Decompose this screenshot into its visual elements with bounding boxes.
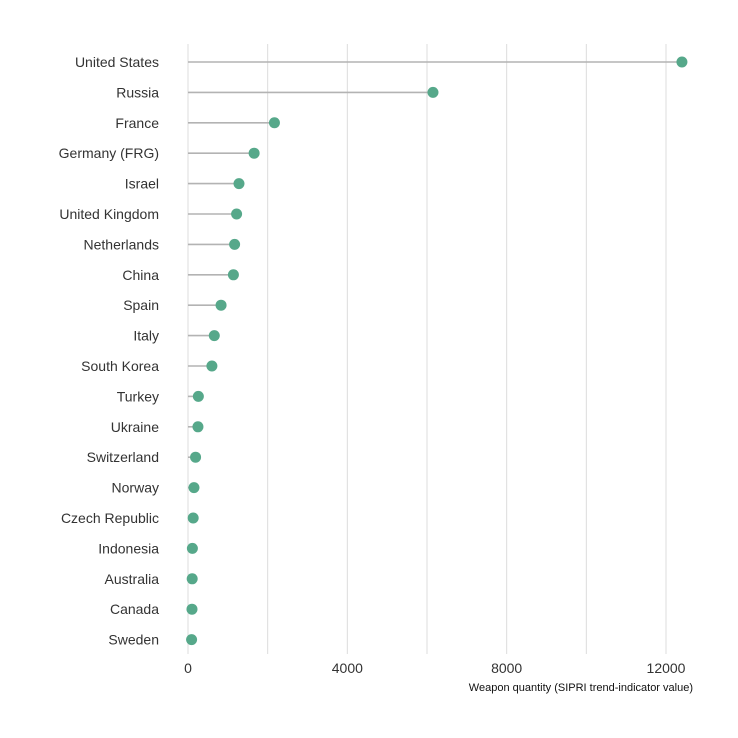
data-point [186,634,198,646]
data-point [233,178,245,190]
stems [188,61,682,641]
category-label: China [122,267,159,283]
category-label: Sweden [108,632,159,648]
data-point [427,86,439,98]
data-point [676,56,688,68]
category-label: Italy [133,328,159,344]
data-point [231,208,243,220]
category-label: Norway [112,480,159,496]
data-point [186,573,198,585]
data-point [192,390,204,402]
data-point [215,299,227,311]
category-label: United Kingdom [59,206,159,222]
category-label: Ukraine [111,419,159,435]
x-tick-label: 0 [184,660,192,676]
data-point [268,117,280,129]
data-point [208,330,220,342]
data-point [229,238,241,250]
category-labels: United States Russia France Germany (FRG) Is… [59,54,160,648]
category-label: Netherlands [84,236,160,252]
data-points [186,56,688,646]
data-point [190,451,202,463]
category-label: Spain [123,297,159,313]
category-label: South Korea [81,358,159,374]
category-label: Israel [125,176,159,192]
category-label: Russia [116,84,159,100]
category-label: Switzerland [87,449,159,465]
data-point [206,360,218,372]
category-label: United States [75,54,159,70]
x-tick-label: 12000 [647,660,686,676]
x-tick-label: 8000 [491,660,522,676]
grid-lines [187,44,667,654]
data-point [186,603,198,615]
category-label: France [115,115,159,131]
x-tick-label: 4000 [332,660,363,676]
x-axis-title: Weapon quantity (SIPRI trend-indicator v… [469,682,693,694]
data-point [248,147,260,159]
x-tick-labels: 0 4000 8000 12000 [184,660,686,676]
category-label: Germany (FRG) [59,145,159,161]
data-point [188,482,200,494]
data-point [187,512,199,524]
category-label: Turkey [117,388,159,404]
category-label: Czech Republic [61,510,159,526]
data-point [227,269,239,281]
data-point [192,421,204,433]
category-label: Australia [105,571,160,587]
category-label: Indonesia [98,540,159,556]
data-point [186,542,198,554]
category-label: Canada [110,601,159,617]
